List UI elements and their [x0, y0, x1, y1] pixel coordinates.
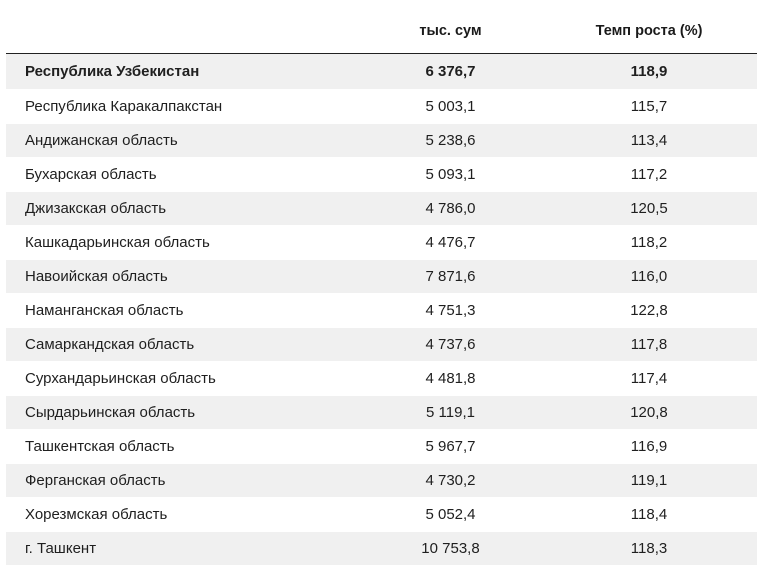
regional-wage-table: тыс. сум Темп роста (%) Республика Узбек…	[6, 9, 757, 566]
region-cell: Бухарская область	[6, 157, 336, 192]
growth-cell: 119,1	[541, 463, 757, 498]
region-cell: Ташкентская область	[6, 429, 336, 464]
sum-cell: 4 481,8	[336, 361, 541, 396]
table-row: Андижанская область 5 238,6 113,4	[6, 123, 757, 158]
table-row: Наманганская область 4 751,3 122,8	[6, 293, 757, 328]
region-cell: Кашкадарьинская область	[6, 225, 336, 260]
table-row-total: Республика Узбекистан 6 376,7 118,9	[6, 53, 757, 90]
sum-cell: 5 093,1	[336, 157, 541, 192]
growth-cell: 118,9	[541, 53, 757, 90]
region-cell: Хорезмская область	[6, 497, 336, 532]
growth-cell: 117,2	[541, 157, 757, 192]
region-cell: Республика Каракалпакстан	[6, 89, 336, 124]
wage-table-container: тыс. сум Темп роста (%) Республика Узбек…	[6, 9, 757, 566]
region-cell: Наманганская область	[6, 293, 336, 328]
region-cell: г. Ташкент	[6, 531, 336, 566]
sum-cell: 5 003,1	[336, 89, 541, 124]
table-row: Сурхандарьинская область 4 481,8 117,4	[6, 361, 757, 396]
region-cell: Республика Узбекистан	[6, 53, 336, 90]
table-row: Сырдарьинская область 5 119,1 120,8	[6, 395, 757, 430]
sum-cell: 7 871,6	[336, 259, 541, 294]
growth-cell: 118,3	[541, 531, 757, 566]
sum-cell: 4 737,6	[336, 327, 541, 362]
sum-cell: 4 786,0	[336, 191, 541, 226]
growth-cell: 117,4	[541, 361, 757, 396]
header-sum: тыс. сум	[336, 9, 541, 54]
sum-cell: 4 751,3	[336, 293, 541, 328]
table-row: Ташкентская область 5 967,7 116,9	[6, 429, 757, 464]
table-row: Навоийская область 7 871,6 116,0	[6, 259, 757, 294]
table-row: Бухарская область 5 093,1 117,2	[6, 157, 757, 192]
region-cell: Сырдарьинская область	[6, 395, 336, 430]
table-row: Ферганская область 4 730,2 119,1	[6, 463, 757, 498]
sum-cell: 5 052,4	[336, 497, 541, 532]
region-cell: Навоийская область	[6, 259, 336, 294]
region-cell: Сурхандарьинская область	[6, 361, 336, 396]
growth-cell: 116,9	[541, 429, 757, 464]
table-row: Джизакская область 4 786,0 120,5	[6, 191, 757, 226]
sum-cell: 5 119,1	[336, 395, 541, 430]
growth-cell: 118,2	[541, 225, 757, 260]
region-cell: Ферганская область	[6, 463, 336, 498]
table-row: Республика Каракалпакстан 5 003,1 115,7	[6, 89, 757, 124]
table-row: Самаркандская область 4 737,6 117,8	[6, 327, 757, 362]
table-header: тыс. сум Темп роста (%)	[6, 9, 757, 54]
table-row: Хорезмская область 5 052,4 118,4	[6, 497, 757, 532]
header-row: тыс. сум Темп роста (%)	[6, 9, 757, 54]
header-region	[6, 9, 336, 54]
growth-cell: 120,5	[541, 191, 757, 226]
sum-cell: 5 238,6	[336, 123, 541, 158]
region-cell: Джизакская область	[6, 191, 336, 226]
growth-cell: 122,8	[541, 293, 757, 328]
growth-cell: 113,4	[541, 123, 757, 158]
growth-cell: 116,0	[541, 259, 757, 294]
table-row: г. Ташкент 10 753,8 118,3	[6, 531, 757, 566]
header-growth: Темп роста (%)	[541, 9, 757, 54]
growth-cell: 115,7	[541, 89, 757, 124]
growth-cell: 118,4	[541, 497, 757, 532]
table-row: Кашкадарьинская область 4 476,7 118,2	[6, 225, 757, 260]
growth-cell: 120,8	[541, 395, 757, 430]
sum-cell: 4 730,2	[336, 463, 541, 498]
sum-cell: 10 753,8	[336, 531, 541, 566]
sum-cell: 6 376,7	[336, 53, 541, 90]
growth-cell: 117,8	[541, 327, 757, 362]
region-cell: Самаркандская область	[6, 327, 336, 362]
sum-cell: 4 476,7	[336, 225, 541, 260]
table-body: Республика Узбекистан 6 376,7 118,9 Респ…	[6, 53, 757, 566]
region-cell: Андижанская область	[6, 123, 336, 158]
sum-cell: 5 967,7	[336, 429, 541, 464]
